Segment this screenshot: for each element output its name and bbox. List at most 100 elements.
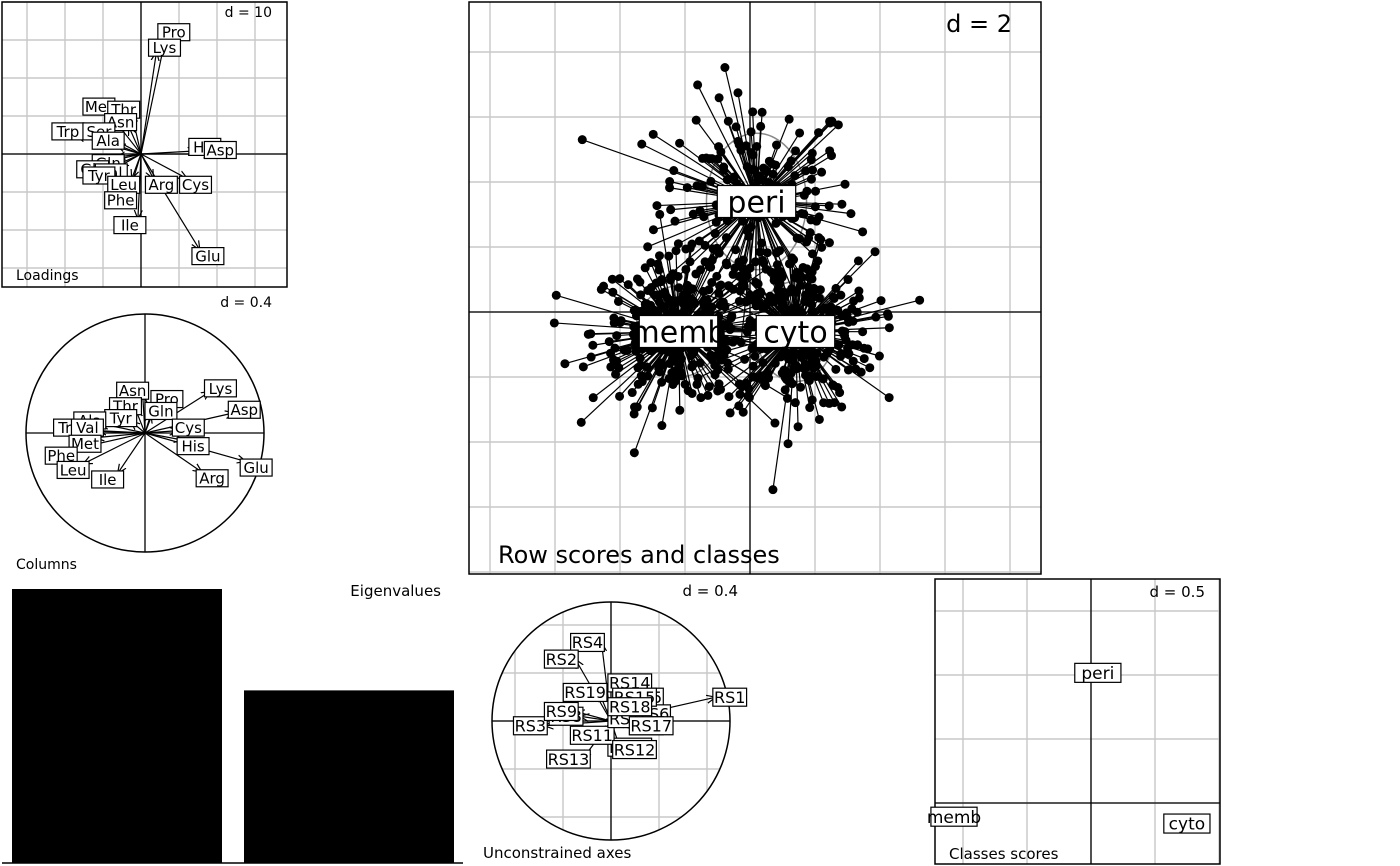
row-score-point [691, 115, 701, 125]
row-score-point [643, 242, 653, 252]
row-score-point [802, 237, 812, 247]
row-score-point [738, 407, 748, 417]
row-score-point [629, 409, 639, 419]
row-score-point [629, 448, 639, 458]
row-score-point [631, 346, 641, 356]
row-score-point [586, 352, 596, 362]
class-score-label: peri [1074, 662, 1122, 684]
row-score-point [884, 323, 894, 333]
svg-text:His: His [181, 438, 204, 456]
row-score-point [816, 235, 826, 245]
row-score-point [627, 388, 637, 398]
row-score-point [794, 274, 804, 284]
loading-label: Tyr [82, 166, 116, 185]
column-label: Gln [144, 401, 178, 420]
column-label: Asp [227, 400, 261, 419]
row-score-point [759, 258, 769, 268]
column-label: Val [70, 418, 104, 437]
row-score-point [714, 288, 724, 298]
svg-text:Asn: Asn [119, 382, 147, 400]
row-score-point [825, 116, 835, 126]
svg-text:RS2: RS2 [546, 650, 577, 669]
svg-text:cyto: cyto [763, 315, 827, 350]
row-score-point [623, 280, 633, 290]
row-score-point [831, 283, 841, 293]
row-score-point [648, 129, 658, 139]
row-score-point [696, 393, 706, 403]
row-score-point [811, 186, 821, 196]
svg-text:Pro: Pro [162, 24, 186, 42]
row-score-point [808, 165, 818, 175]
row-score-point [782, 375, 792, 385]
row-score-point [704, 382, 714, 392]
row-score-point [749, 372, 759, 382]
row-score-point [689, 348, 699, 358]
row-score-point [608, 287, 618, 297]
row-score-point [819, 352, 829, 362]
row-score-point [720, 62, 730, 72]
row-score-point [715, 300, 725, 310]
row-score-point [741, 141, 751, 151]
row-score-point [824, 201, 834, 211]
row-score-point [711, 217, 721, 227]
row-score-point [724, 392, 734, 402]
loading-label: Ile [113, 216, 147, 235]
row-score-point [805, 403, 815, 413]
row-score-point [666, 205, 676, 215]
row-score-point [831, 364, 841, 374]
svg-text:Phe: Phe [107, 192, 135, 210]
svg-text:Leu: Leu [60, 461, 87, 479]
loading-label: Ala [91, 131, 125, 150]
row-score-point [824, 238, 834, 248]
row-score-point [687, 239, 697, 249]
loading-label: Glu [191, 247, 225, 266]
row-score-point [837, 402, 847, 412]
svg-text:Cys: Cys [175, 419, 202, 437]
row-score-point [723, 116, 733, 126]
row-score-point [748, 150, 758, 160]
row-score-point [615, 274, 625, 284]
column-label: Tyr [104, 409, 138, 428]
row-score-point [798, 363, 808, 373]
unconstrained-label: RS11 [569, 725, 615, 745]
row-score-point [664, 251, 674, 261]
row-score-point [733, 88, 743, 98]
row-score-point [714, 248, 724, 258]
class-label: peri [716, 184, 797, 220]
unconstrained-label: RS9 [543, 701, 579, 721]
unconstrained-label: RS19 [562, 682, 608, 702]
row-score-point [767, 159, 777, 169]
row-score-point [840, 331, 850, 341]
row-score-point [883, 311, 893, 321]
row-score-point [783, 439, 793, 449]
column-arrow [118, 432, 146, 473]
row-score-point [760, 379, 770, 389]
row-score-point [599, 281, 609, 291]
svg-text:RS17: RS17 [630, 717, 672, 736]
column-label: Glu [239, 458, 273, 477]
row-score-point [851, 364, 861, 374]
row-score-point [665, 183, 675, 193]
row-score-point [700, 257, 710, 267]
loadings-panel: ProLysMetThrAsnTrpSerAlaGlnGlyValTyrLeuA… [1, 1, 288, 288]
svg-text:peri: peri [727, 185, 785, 220]
svg-text:RS4: RS4 [572, 633, 603, 652]
row-score-point [790, 398, 800, 408]
svg-text:Ile: Ile [99, 471, 117, 489]
row-score-point [787, 253, 797, 263]
row-score-point [772, 140, 782, 150]
column-label: Ile [91, 470, 125, 489]
unconstrained-label: RS13 [545, 749, 591, 769]
column-label: Leu [56, 460, 90, 479]
svg-text:memb: memb [927, 808, 981, 828]
row-score-point [688, 284, 698, 294]
row-score-point [800, 296, 810, 306]
row-score-point [837, 199, 847, 209]
svg-text:Phe: Phe [47, 447, 75, 465]
row-score-point [636, 290, 646, 300]
row-score-point [784, 114, 794, 124]
row-score-point [735, 389, 745, 399]
row-score-point [713, 154, 723, 164]
row-score-point [577, 135, 587, 145]
unconstrained-axes-panel: RS4RS2RS1RS3RS5RS6RS7RS8RS9RS10RS11RS12R… [483, 582, 748, 862]
